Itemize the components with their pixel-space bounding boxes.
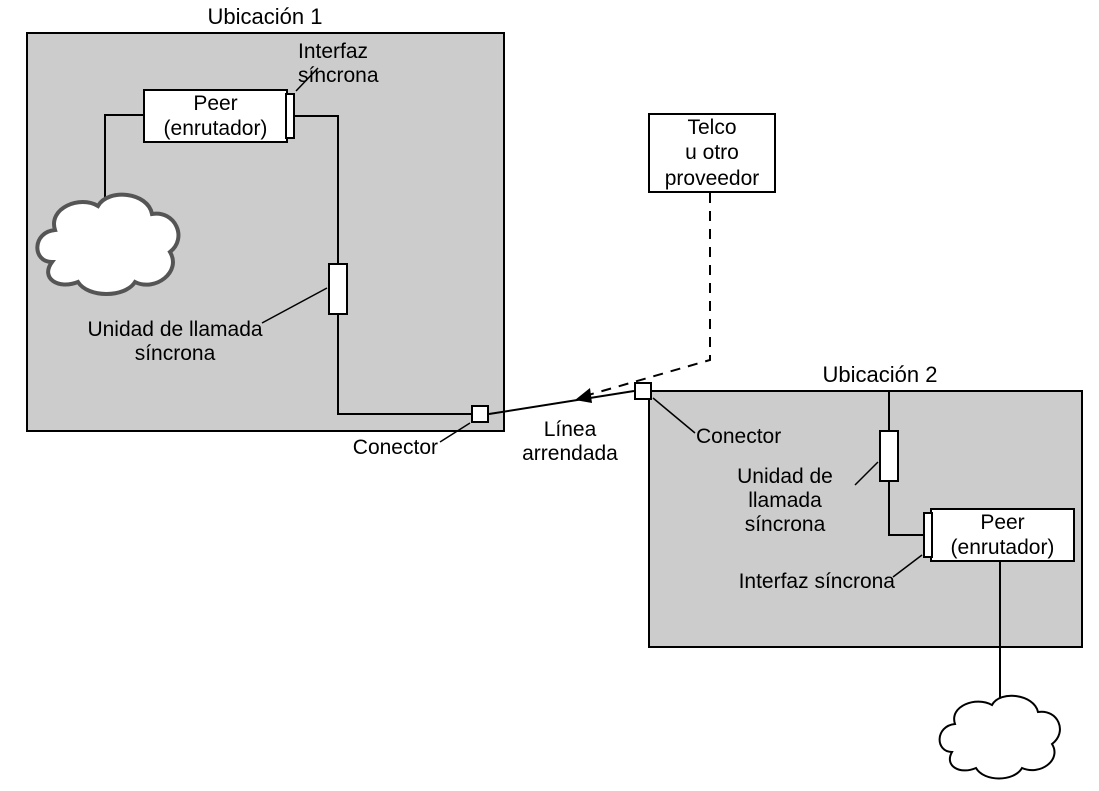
peer2-line1: Peer [980, 510, 1024, 535]
dashed-arrowhead [575, 388, 592, 403]
sync-interface1-box [285, 93, 295, 139]
telco-box: Telco u otro proveedor [648, 113, 776, 193]
leased-line-label: Línea arrendada [510, 418, 630, 466]
connector2-box [634, 382, 652, 400]
csu1-box [328, 263, 348, 315]
peer2-line2: (enrutador) [951, 535, 1055, 560]
peer1-line1: Peer [193, 91, 237, 116]
peer1-box: Peer (enrutador) [143, 89, 288, 143]
csu2-label: Unidad de llamada síncrona [720, 465, 850, 537]
line-leased [489, 391, 634, 414]
dashed-telco-line [578, 193, 710, 398]
peer2-box: Peer (enrutador) [930, 508, 1075, 562]
telco-line1: Telco [687, 115, 736, 140]
connector2-label: Conector [696, 425, 806, 449]
diagram-root: Ubicación 1 Ubicación 2 Peer (enrutador)… [0, 0, 1099, 791]
sync-interface2-label: Interfaz síncrona [705, 570, 895, 594]
connector1-label: Conector [328, 436, 438, 460]
location1-title: Ubicación 1 [180, 4, 350, 29]
sync-interface2-box [923, 512, 933, 558]
csu2-box [879, 430, 899, 482]
telco-line2: u otro [685, 140, 739, 165]
corp-cloud-label: Red corporativa [35, 228, 175, 276]
location2-title: Ubicación 2 [795, 362, 965, 387]
sync-interface1-label: Interfaz síncrona [298, 40, 428, 88]
peer1-line2: (enrutador) [164, 116, 268, 141]
telco-line3: proveedor [665, 166, 760, 191]
internet-cloud-label: Internet [930, 730, 1070, 754]
connector1-box [471, 405, 489, 423]
csu1-label: Unidad de llamada síncrona [70, 318, 280, 366]
